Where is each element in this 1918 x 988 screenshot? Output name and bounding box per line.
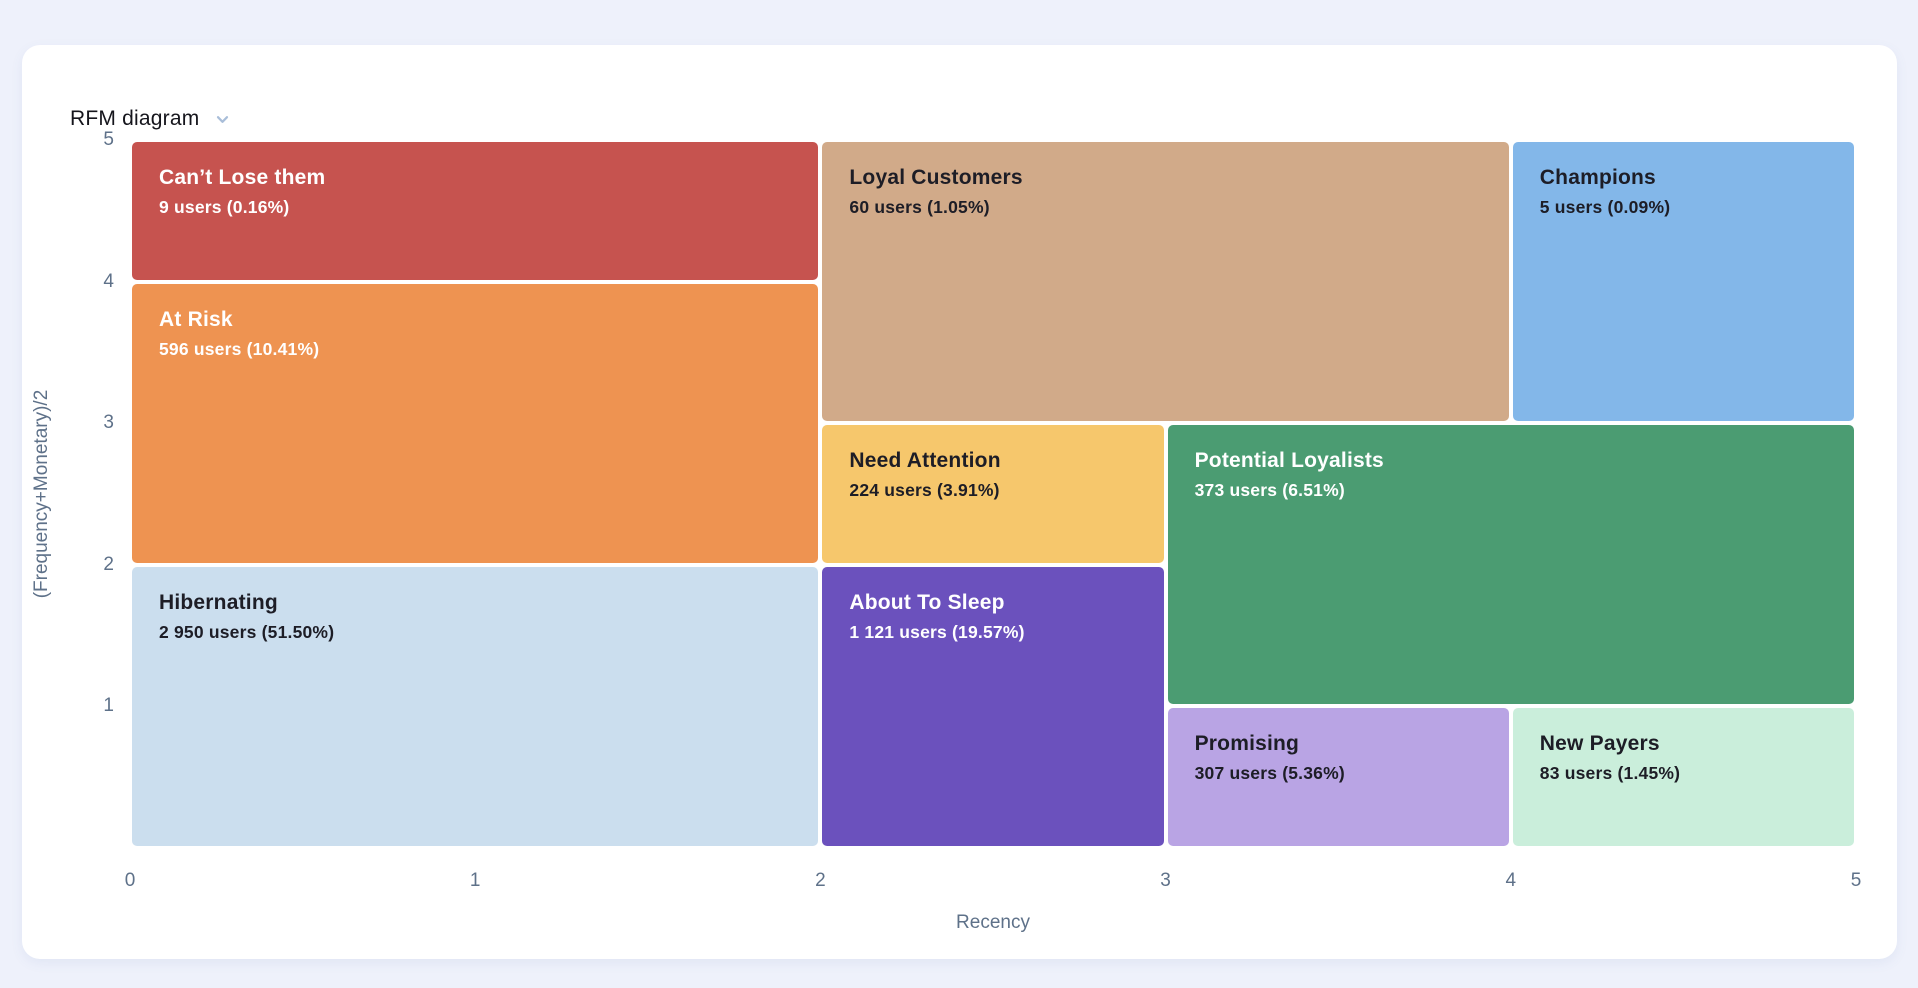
x-tick-2: 2 (815, 870, 826, 891)
segment-label: New Payers (1539, 732, 1660, 756)
segment-value: 9 users (0.16%) (159, 197, 290, 217)
segment-value: 1 121 users (19.57%) (849, 621, 1025, 642)
segment-promising[interactable]: Promising 307 users (5.36%) (1167, 708, 1509, 846)
segment-value: 83 users (1.45%) (1539, 763, 1681, 784)
x-tick-3: 3 (1160, 870, 1171, 891)
x-tick-4: 4 (1505, 870, 1517, 891)
segment-loyal-customers[interactable]: Loyal Customers 60 users (1.05%) (822, 142, 1509, 422)
x-tick-5: 5 (1850, 870, 1862, 891)
y-tick-1: 1 (103, 695, 114, 717)
rfm-segments: Can’t Lose them 9 users (0.16%) At Risk 596… (130, 140, 1856, 848)
y-tick-5: 5 (103, 129, 114, 150)
segment-label: Promising (1194, 732, 1300, 756)
segment-value: 307 users (5.36%) (1194, 763, 1345, 784)
y-tick-4: 4 (103, 270, 114, 292)
segment-label: Potential Loyalists (1194, 449, 1384, 473)
rfm-chart-card: RFM diagram Can’t Lose them 9 users (0.16… (22, 45, 1897, 959)
segment-champions[interactable]: Champions 5 users (0.09%) (1512, 142, 1854, 422)
segment-value: 2 950 users (51.50%) (159, 621, 335, 642)
segment-value: 373 users (6.51%) (1194, 480, 1345, 501)
segment-label: Champions (1539, 166, 1656, 189)
segment-label: Hibernating (159, 590, 278, 614)
x-tick-0: 0 (124, 870, 136, 891)
segment-at-risk[interactable]: At Risk 596 users (10.41%) (132, 283, 819, 563)
segment-hibernating[interactable]: Hibernating 2 950 users (51.50%) (132, 566, 819, 846)
segment-value: 60 users (1.05%) (849, 197, 990, 217)
x-tick-1: 1 (469, 870, 481, 891)
chevron-down-icon[interactable] (215, 112, 230, 127)
segment-value: 224 users (3.91%) (849, 480, 1000, 501)
x-axis-ticks: 0 1 2 3 4 5 (125, 870, 1862, 894)
segment-cant-lose-them[interactable]: Can’t Lose them 9 users (0.16%) (132, 142, 819, 280)
y-axis-ticks: 5 4 3 2 1 (80, 129, 114, 848)
segment-label: At Risk (159, 307, 233, 331)
chart-type-selector[interactable]: RFM diagram (70, 107, 230, 131)
segment-label: Loyal Customers (849, 166, 1023, 189)
x-axis-title: Recency (956, 912, 1030, 933)
rfm-plot-area: Can’t Lose them 9 users (0.16%) At Risk 596… (31, 129, 1861, 933)
y-axis-title: (Frequency+Monetary)/2 (31, 389, 52, 599)
segment-need-attention[interactable]: Need Attention 224 users (3.91%) (822, 425, 1164, 563)
segment-about-to-sleep[interactable]: About To Sleep 1 121 users (19.57%) (822, 566, 1164, 846)
segment-value: 5 users (0.09%) (1539, 197, 1671, 217)
segment-new-payers[interactable]: New Payers 83 users (1.45%) (1512, 708, 1854, 846)
segment-label: About To Sleep (849, 590, 1005, 614)
segment-label: Need Attention (849, 449, 1001, 473)
y-tick-3: 3 (103, 412, 114, 434)
segment-value: 596 users (10.41%) (159, 338, 320, 359)
segment-label: Can’t Lose them (159, 166, 326, 189)
chart-title: RFM diagram (70, 107, 200, 130)
segment-potential-loyalists[interactable]: Potential Loyalists 373 users (6.51%) (1167, 425, 1854, 705)
y-tick-2: 2 (103, 553, 114, 575)
